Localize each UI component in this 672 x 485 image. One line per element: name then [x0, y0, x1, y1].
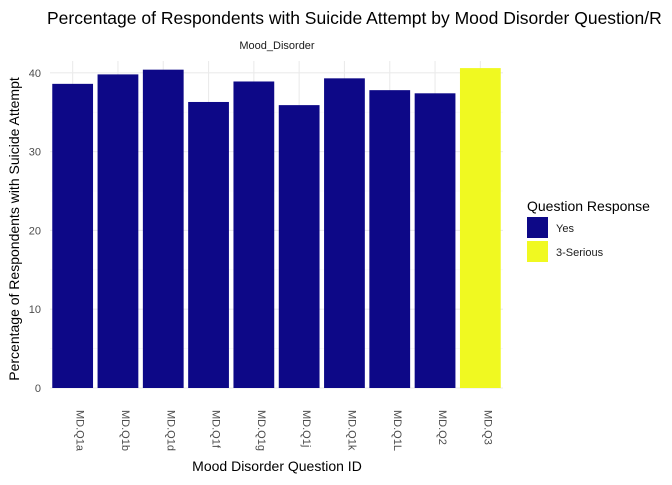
x-tick-label: MD.Q1a [74, 410, 86, 452]
y-tick-label: 10 [29, 304, 41, 316]
y-axis-title: Percentage of Respondents with Suicide A… [6, 77, 22, 381]
x-axis-title: Mood Disorder Question ID [192, 458, 362, 474]
x-tick-label: MD.Q3 [481, 410, 493, 445]
bar-MD.Q1k [324, 78, 365, 389]
legend-label: Yes [556, 223, 574, 235]
x-tick-label: MD.Q2 [436, 410, 448, 445]
bar-MD.Q2 [414, 93, 456, 388]
x-tick-label: MD.Q1d [164, 410, 176, 451]
legend-title: Question Response [527, 198, 650, 214]
y-tick-label: 0 [35, 383, 41, 395]
facet-strip-label: Mood_Disorder [239, 40, 315, 52]
legend-swatch [527, 217, 548, 238]
bar-MD.Q1a [52, 83, 94, 389]
x-tick-label: MD.Q1f [210, 410, 222, 449]
y-tick-label: 40 [29, 68, 41, 80]
legend-swatch [527, 241, 548, 262]
y-tick-label: 30 [29, 147, 41, 159]
chart-title: Percentage of Respondents with Suicide A… [47, 8, 662, 28]
bar-MD.Q1g [233, 81, 275, 388]
bar-MD.Q1f [188, 101, 229, 388]
bars-layer [52, 68, 501, 389]
bar-MD.Q1d [142, 69, 184, 388]
bar-MD.Q1j [278, 105, 320, 388]
y-tick-label: 20 [29, 225, 41, 237]
x-tick-label: MD.Q1g [255, 410, 267, 451]
x-tick-label: MD.Q1L [391, 410, 403, 451]
x-tick-label: MD.Q1b [119, 410, 131, 451]
legend: Question Response Yes 3-Serious [527, 198, 650, 262]
bar-MD.Q3 [459, 68, 501, 389]
x-tick-labels: MD.Q1a MD.Q1b MD.Q1d MD.Q1f MD.Q1g MD.Q1j MD.Q… [74, 410, 494, 452]
legend-label: 3-Serious [556, 247, 604, 259]
x-tick-label: MD.Q1k [345, 410, 357, 451]
legend-entries: Yes 3-Serious [527, 217, 604, 262]
bar-MD.Q1L [369, 90, 411, 388]
x-tick-label: MD.Q1j [300, 410, 312, 447]
y-tick-labels: 0 10 20 30 40 [29, 68, 41, 395]
bar-MD.Q1b [97, 74, 139, 389]
